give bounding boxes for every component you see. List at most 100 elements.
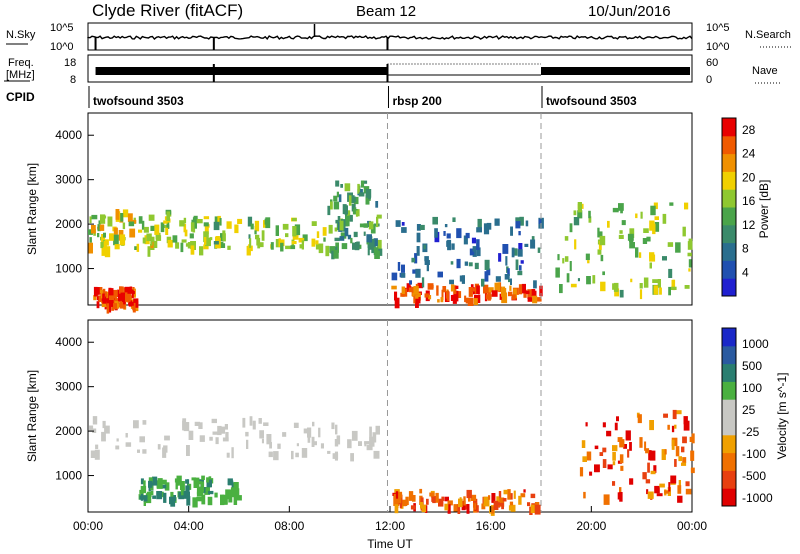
power-cell-1-54	[213, 221, 220, 231]
power-cell-0-36	[118, 213, 124, 222]
velocity-cell-0-80	[303, 448, 307, 455]
velocity-cell-0-43	[282, 432, 287, 437]
noise-left-label: N.Sky	[6, 29, 36, 41]
velocity-cell-1-86	[429, 492, 435, 497]
power-cell-6-53	[607, 220, 610, 228]
power-cell-2-40	[336, 221, 340, 230]
power-cell-0-82	[89, 216, 92, 224]
power-cell-4-20	[536, 297, 542, 302]
velocity-cell-2-21	[671, 425, 675, 433]
power-cell-2-66	[367, 195, 371, 200]
power-cell-5-60	[483, 223, 490, 235]
power-cell-0-66	[128, 221, 135, 227]
power-cell-5-79	[504, 274, 510, 280]
power-cell-2-63	[357, 183, 360, 194]
velocity-cell-0-8	[269, 442, 272, 449]
velocity-colorbar-swatch-1	[722, 470, 736, 489]
velocity-cell-0-23	[331, 422, 335, 430]
power-cell-2-56	[365, 194, 370, 205]
velocity-cell-0-88	[104, 425, 110, 434]
power-cell-0-53	[107, 216, 113, 227]
velocity-cell-2-5	[614, 422, 618, 431]
velocity-colorbar-tick-label-1: 500	[742, 359, 762, 373]
power-cell-1-53	[294, 225, 299, 233]
power-colorbar-swatch-7	[722, 153, 736, 172]
velocity-cell-0-60	[373, 450, 380, 459]
velocity-cell-0-11	[245, 431, 249, 437]
power-cell-1-61	[291, 241, 297, 245]
velocity-cell-1-31	[520, 493, 526, 498]
power-cell-3-84	[127, 289, 133, 294]
velocity-cell-3-7	[175, 482, 178, 490]
power-cell-2-9	[335, 180, 340, 187]
power-cell-0-58	[180, 242, 184, 253]
power-cell-1-75	[196, 219, 203, 224]
power-cell-1-81	[213, 241, 219, 245]
velocity-cell-2-8	[654, 485, 660, 494]
power-cell-4-56	[418, 297, 421, 304]
velocity-cell-2-78	[690, 467, 695, 474]
power-cell-3-18	[120, 286, 124, 297]
power-cell-2-48	[344, 205, 348, 215]
velocity-cell-1-56	[410, 505, 416, 510]
power-cell-3-89	[102, 288, 106, 294]
power-cell-1-41	[258, 242, 264, 248]
power-cell-6-23	[662, 213, 667, 224]
velocity-cell-2-81	[650, 470, 656, 475]
velocity-cell-0-70	[291, 450, 294, 460]
velocity-cell-2-85	[603, 494, 610, 505]
power-cell-5-30	[432, 216, 438, 225]
power-cell-2-58	[328, 224, 333, 234]
velocity-cell-2-66	[585, 422, 588, 427]
power-cell-4-79	[525, 290, 530, 295]
beam-title: Beam 12	[356, 3, 416, 20]
power-cell-2-81	[339, 220, 344, 231]
power-cell-4-60	[476, 285, 480, 295]
power-cell-6-84	[600, 254, 604, 262]
power-panel-frame	[87, 112, 693, 306]
velocity-cell-3-85	[199, 486, 204, 496]
power-cell-2-44	[363, 231, 366, 236]
power-cell-2-32	[337, 216, 341, 225]
power-cell-0-27	[122, 222, 126, 230]
power-cell-5-83	[517, 249, 523, 257]
velocity-cell-3-55	[176, 482, 180, 486]
power-cell-1-58	[190, 222, 195, 232]
velocity-cell-0-75	[224, 424, 228, 430]
power-cell-4-6	[441, 289, 444, 301]
velocity-colorbar-tick-label-7: -1000	[742, 491, 773, 505]
velocity-cell-3-77	[143, 495, 148, 502]
velocity-cell-2-29	[683, 420, 690, 431]
power-cell-3-72	[133, 298, 139, 308]
velocity-cell-3-64	[220, 494, 225, 506]
power-cell-0-7	[104, 246, 111, 258]
velocity-cell-0-10	[249, 416, 253, 426]
power-cell-5-49	[395, 220, 401, 227]
velocity-colorbar-tick-label-6: -500	[742, 469, 766, 483]
velocity-cell-2-87	[691, 433, 695, 444]
power-cell-2-34	[327, 205, 331, 216]
velocity-cell-1-72	[466, 489, 472, 499]
power-y-tick-label-0: 1000	[55, 262, 82, 276]
power-cell-2-59	[355, 210, 358, 217]
power-cell-3-85	[120, 292, 125, 301]
velocity-cell-0-45	[125, 433, 128, 438]
power-cell-1-65	[265, 217, 271, 229]
velocity-cell-2-57	[664, 490, 670, 494]
velocity-cell-2-39	[672, 409, 677, 420]
power-cell-2-4	[340, 232, 347, 239]
power-cell-6-57	[586, 276, 591, 285]
x-axis-label: Time UT	[367, 537, 413, 551]
cpid-segment-0: twofsound 3503	[93, 94, 184, 108]
velocity-cell-2-84	[647, 491, 654, 499]
power-cell-2-33	[349, 214, 353, 222]
power-cell-3-4	[111, 303, 114, 311]
power-cell-0-88	[184, 229, 188, 237]
velocity-cell-3-12	[145, 493, 152, 504]
velocity-cell-2-45	[683, 416, 688, 425]
velocity-cell-2-80	[653, 465, 657, 473]
power-cell-1-40	[294, 233, 299, 240]
velocity-cell-2-67	[589, 471, 593, 476]
velocity-colorbar-swatch-5	[722, 399, 736, 418]
power-cell-6-85	[670, 286, 677, 290]
